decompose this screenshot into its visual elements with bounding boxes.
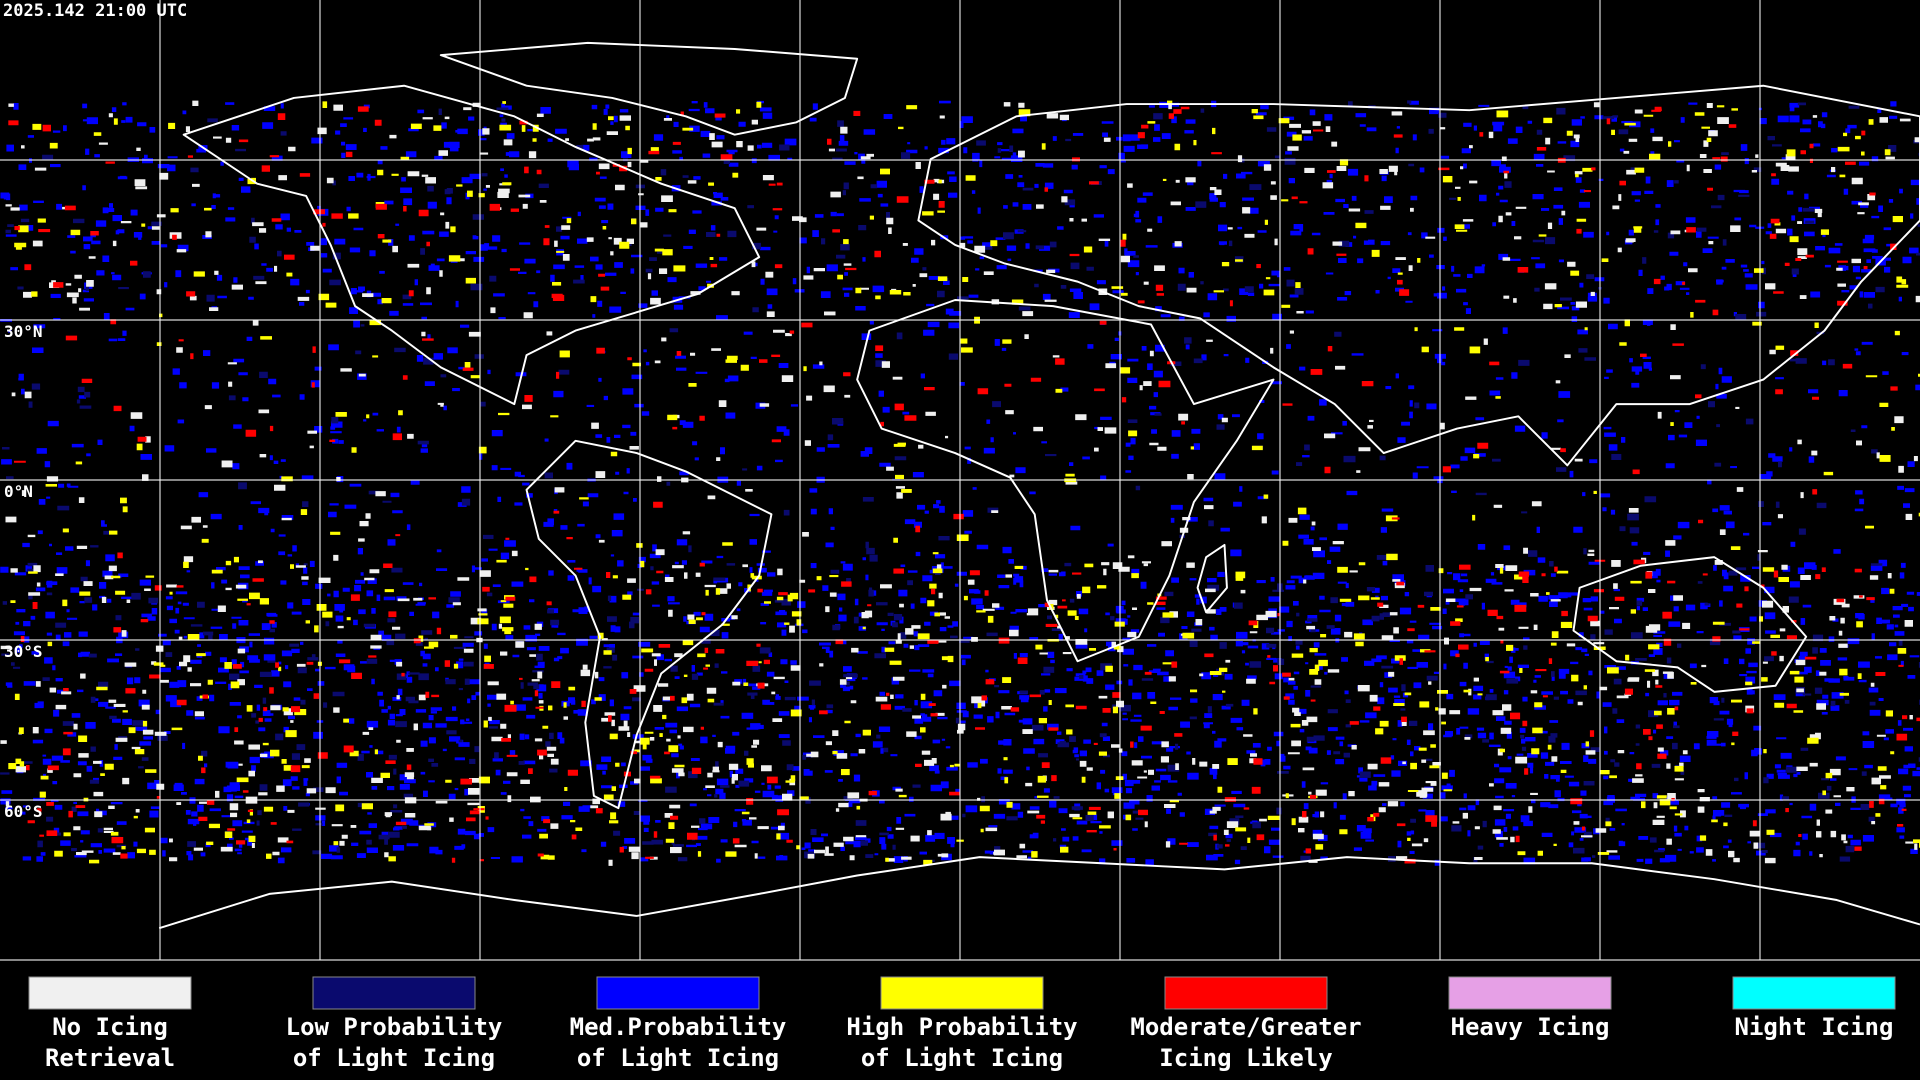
legend-swatch: [28, 976, 192, 1010]
greenland: [439, 41, 859, 136]
legend: No Icing Retrieval Low Probability of Light…: [28, 976, 1896, 1072]
legend-label: Med.Probability: [570, 1013, 787, 1041]
legend-swatch: [1164, 976, 1328, 1010]
legend-label: of Light Icing: [577, 1044, 779, 1072]
latitude-labels: 30°N 0°N 30°S 60°S: [4, 322, 43, 821]
legend-swatch: [880, 976, 1044, 1010]
latitude-label: 0°N: [4, 482, 33, 501]
legend-swatch: [312, 976, 476, 1010]
legend-label: Icing Likely: [1159, 1044, 1332, 1072]
latitude-label: 30°S: [4, 642, 43, 661]
madagascar: [1196, 543, 1228, 614]
australia: [1572, 556, 1808, 693]
africa: [856, 299, 1275, 663]
antarctica: [158, 856, 1920, 930]
eurasia: [917, 84, 1920, 467]
legend-label: No Icing: [52, 1013, 168, 1041]
legend-swatch: [1448, 976, 1612, 1010]
north-america: [182, 84, 761, 406]
legend-label: of Light Icing: [293, 1044, 495, 1072]
legend-label: Heavy Icing: [1451, 1013, 1610, 1041]
latitude-label: 30°N: [4, 322, 43, 341]
graticule: [0, 0, 1920, 960]
legend-label: of Light Icing: [861, 1044, 1063, 1072]
legend-swatch: [1732, 976, 1896, 1010]
legend-label: Retrieval: [45, 1044, 175, 1072]
legend-label: Moderate/Greater: [1130, 1013, 1361, 1041]
legend-label: High Probability: [846, 1013, 1077, 1041]
latitude-label: 60°S: [4, 802, 43, 821]
legend-label: Low Probability: [286, 1013, 503, 1041]
legend-label: Night Icing: [1735, 1013, 1894, 1041]
coastlines: [158, 41, 1920, 930]
legend-swatch: [596, 976, 760, 1010]
timestamp: 2025.142 21:00 UTC: [3, 1, 187, 21]
south-america: [525, 439, 773, 810]
